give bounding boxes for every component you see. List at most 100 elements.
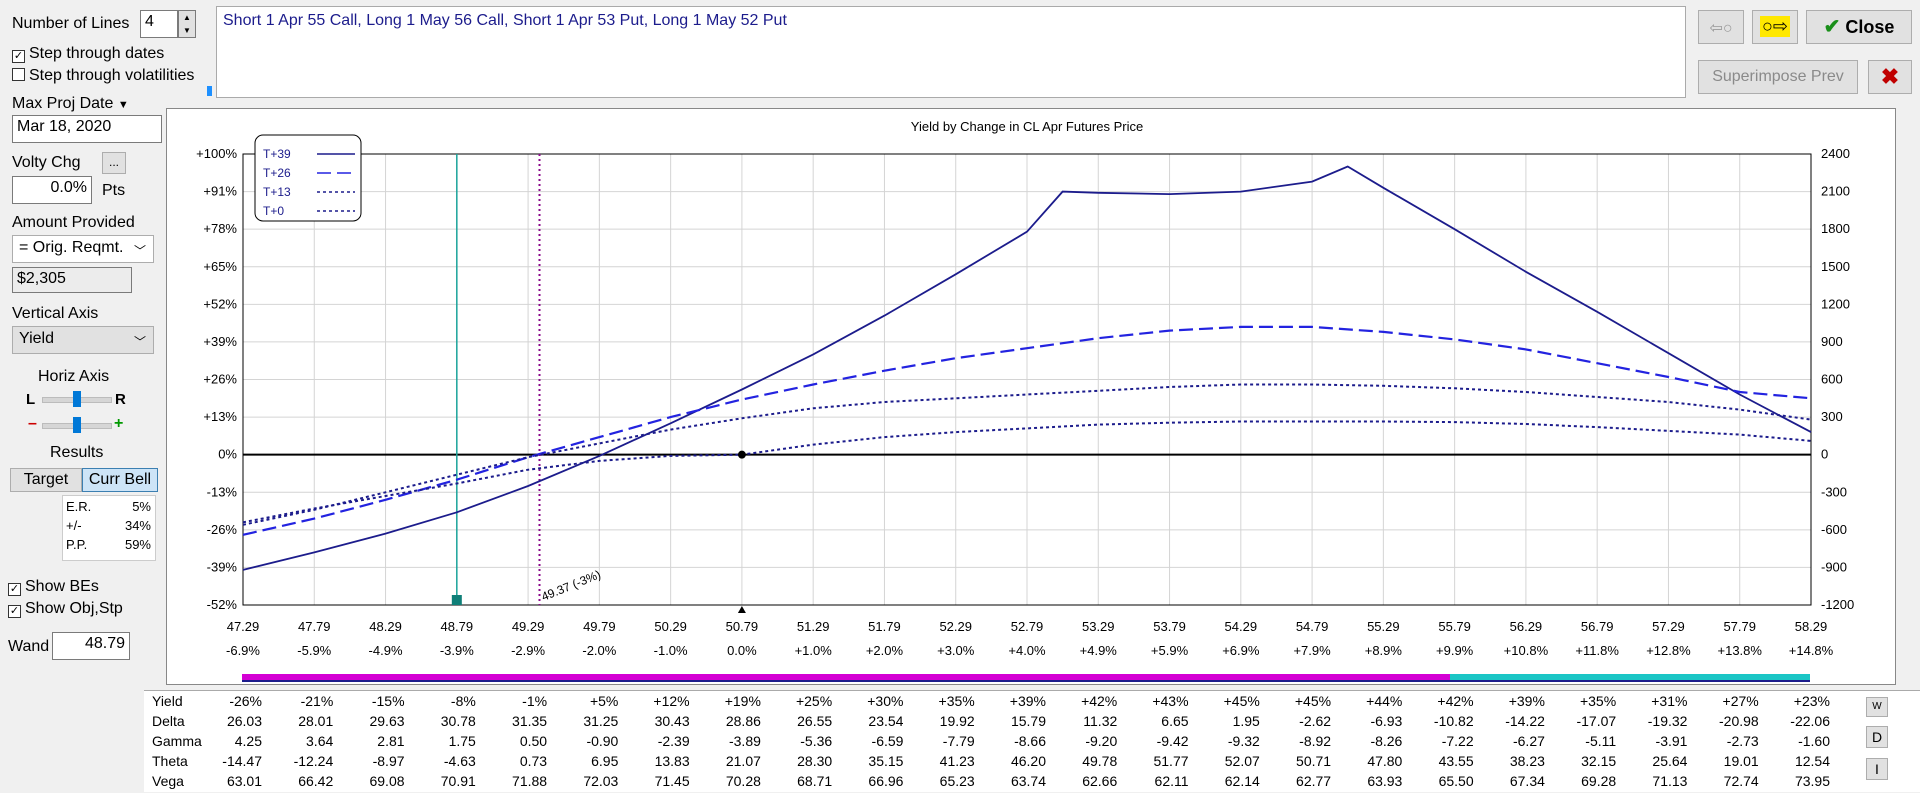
target-tab[interactable]: Target <box>10 468 82 492</box>
table-cell: +35% <box>938 693 975 709</box>
spin-down-icon[interactable]: ▼ <box>183 26 191 35</box>
y-left-tick-label: +65% <box>203 259 237 274</box>
x-pct-tick-label: +4.9% <box>1080 643 1118 658</box>
wand-input[interactable]: 48.79 <box>52 632 130 660</box>
table-cell: 23.54 <box>868 713 904 729</box>
slider-thumb[interactable] <box>73 391 81 407</box>
series-line-tplus39 <box>242 165 1812 571</box>
x-tick-label: 49.79 <box>583 619 616 634</box>
table-cell: -0.90 <box>586 733 619 749</box>
vertical-axis-label: Vertical Axis <box>12 305 99 322</box>
superimpose-prev-button[interactable]: Superimpose Prev <box>1698 60 1858 94</box>
x-tick-label: 56.79 <box>1581 619 1614 634</box>
volty-options-button[interactable]: ... <box>102 152 126 174</box>
table-cell: +30% <box>867 693 904 709</box>
y-right-tick-label: 900 <box>1821 334 1843 349</box>
resize-handle[interactable] <box>190 86 212 100</box>
table-cell: 70.91 <box>440 773 476 789</box>
curr-bell-tab[interactable]: Curr Bell <box>82 468 158 492</box>
x-tick-label: 55.29 <box>1367 619 1400 634</box>
table-cell: -22.06 <box>1790 713 1830 729</box>
table-cell: 67.34 <box>1509 773 1545 789</box>
vertical-axis-select[interactable]: Yield ﹀ <box>12 326 154 354</box>
table-cell: -5.36 <box>800 733 833 749</box>
table-cell: 69.28 <box>1581 773 1617 789</box>
checkbox-checked-icon[interactable]: ✓ <box>8 583 21 596</box>
table-cell: 71.88 <box>512 773 548 789</box>
y-left-tick-label: 0% <box>218 447 237 462</box>
x-pct-tick-label: +5.9% <box>1151 643 1189 658</box>
table-cell: 68.71 <box>797 773 833 789</box>
table-cell: 62.66 <box>1082 773 1118 789</box>
max-proj-date-label[interactable]: Max Proj Date ▼ <box>12 95 129 112</box>
x-tick-label: 53.79 <box>1153 619 1186 634</box>
cancel-x-button[interactable]: ✖ <box>1868 60 1912 94</box>
results-box: E.R. 5% +/- 34% P.P. 59% <box>62 495 156 561</box>
amount-value: $2,305 <box>12 267 132 293</box>
horiz-position-slider[interactable] <box>42 391 112 407</box>
result-value: 5% <box>132 499 151 514</box>
prev-arrow-button[interactable]: ⇦○ <box>1698 10 1744 44</box>
wand-marker <box>451 595 462 605</box>
strategy-description: Short 1 Apr 55 Call, Long 1 May 56 Call,… <box>223 12 787 29</box>
step-vols-checkbox[interactable]: Step through volatilities <box>12 67 194 85</box>
y-right-tick-label: 0 <box>1821 447 1828 462</box>
y-right-tick-label: 1200 <box>1821 296 1850 311</box>
step-dates-checkbox[interactable]: ✓ Step through dates <box>12 45 164 63</box>
max-proj-date-input[interactable]: Mar 18, 2020 <box>12 115 162 143</box>
legend-box <box>254 134 362 222</box>
show-obj-label: Show Obj,Stp <box>25 600 123 617</box>
checkbox-unchecked-icon[interactable] <box>12 68 25 81</box>
table-cell: +27% <box>1722 693 1759 709</box>
table-d-button[interactable]: D <box>1866 726 1888 748</box>
table-row-label: Delta <box>152 713 185 729</box>
x-tick-label: 50.29 <box>654 619 687 634</box>
y-left-tick-label: -13% <box>207 484 238 499</box>
table-row-label: Theta <box>152 753 188 769</box>
number-of-lines-spinner[interactable]: ▲ ▼ <box>178 10 196 38</box>
table-cell: -14.22 <box>1505 713 1545 729</box>
number-of-lines-input[interactable]: 4 <box>140 10 178 38</box>
table-cell: -9.42 <box>1156 733 1189 749</box>
table-cell: 25.64 <box>1652 753 1688 769</box>
table-i-button[interactable]: I <box>1866 758 1888 780</box>
checkbox-checked-icon[interactable]: ✓ <box>8 605 21 618</box>
checkbox-checked-icon[interactable]: ✓ <box>12 50 25 63</box>
table-cell: 50.71 <box>1296 753 1332 769</box>
horiz-zoom-slider[interactable] <box>42 417 112 433</box>
table-cell: 6.95 <box>591 753 619 769</box>
strategy-description-box[interactable]: Short 1 Apr 55 Call, Long 1 May 56 Call,… <box>216 6 1686 98</box>
table-cell: -8.26 <box>1370 733 1403 749</box>
show-obj-checkbox[interactable]: ✓ Show Obj,Stp <box>8 600 123 618</box>
x-tick-label: 57.29 <box>1652 619 1685 634</box>
table-cell: 4.25 <box>234 733 262 749</box>
x-pct-tick-label: +6.9% <box>1222 643 1260 658</box>
table-row: Yield -26% -21% -15% -8% -1% +5% +12% +19% +25% +3… <box>144 693 1920 713</box>
volty-chg-input[interactable]: 0.0% <box>12 176 92 204</box>
table-w-button[interactable]: W <box>1866 697 1888 717</box>
table-cell: -2.39 <box>657 733 690 749</box>
table-row: Delta 26.03 28.01 29.63 30.78 31.35 31.25 30.43… <box>144 713 1920 733</box>
y-right-tick-label: -600 <box>1821 522 1847 537</box>
x-pct-tick-label: +12.8% <box>1646 643 1691 658</box>
table-cell: -2.62 <box>1299 713 1332 729</box>
show-bes-checkbox[interactable]: ✓ Show BEs <box>8 578 99 596</box>
slider-thumb[interactable] <box>73 417 81 433</box>
next-arrow-button[interactable]: ○⇨ <box>1752 10 1798 44</box>
table-cell: 70.28 <box>725 773 761 789</box>
spin-up-icon[interactable]: ▲ <box>183 13 191 22</box>
x-pct-tick-label: -3.9% <box>440 643 474 658</box>
x-pct-tick-label: +1.0% <box>795 643 833 658</box>
x-tick-label: 55.79 <box>1438 619 1471 634</box>
y-right-tick-label: -300 <box>1821 484 1847 499</box>
result-label: +/- <box>66 518 82 533</box>
dropdown-arrow-icon[interactable]: ▼ <box>117 99 129 111</box>
table-cell: 6.65 <box>1161 713 1189 729</box>
y-left-tick-label: -26% <box>207 522 238 537</box>
table-cell: 35.15 <box>868 753 904 769</box>
table-cell: +23% <box>1793 693 1830 709</box>
amount-provided-select[interactable]: = Orig. Reqmt. ﹀ <box>12 235 154 263</box>
current-price-dot <box>737 450 746 459</box>
close-button[interactable]: ✔ Close <box>1806 10 1912 44</box>
y-right-tick-label: 600 <box>1821 372 1843 387</box>
